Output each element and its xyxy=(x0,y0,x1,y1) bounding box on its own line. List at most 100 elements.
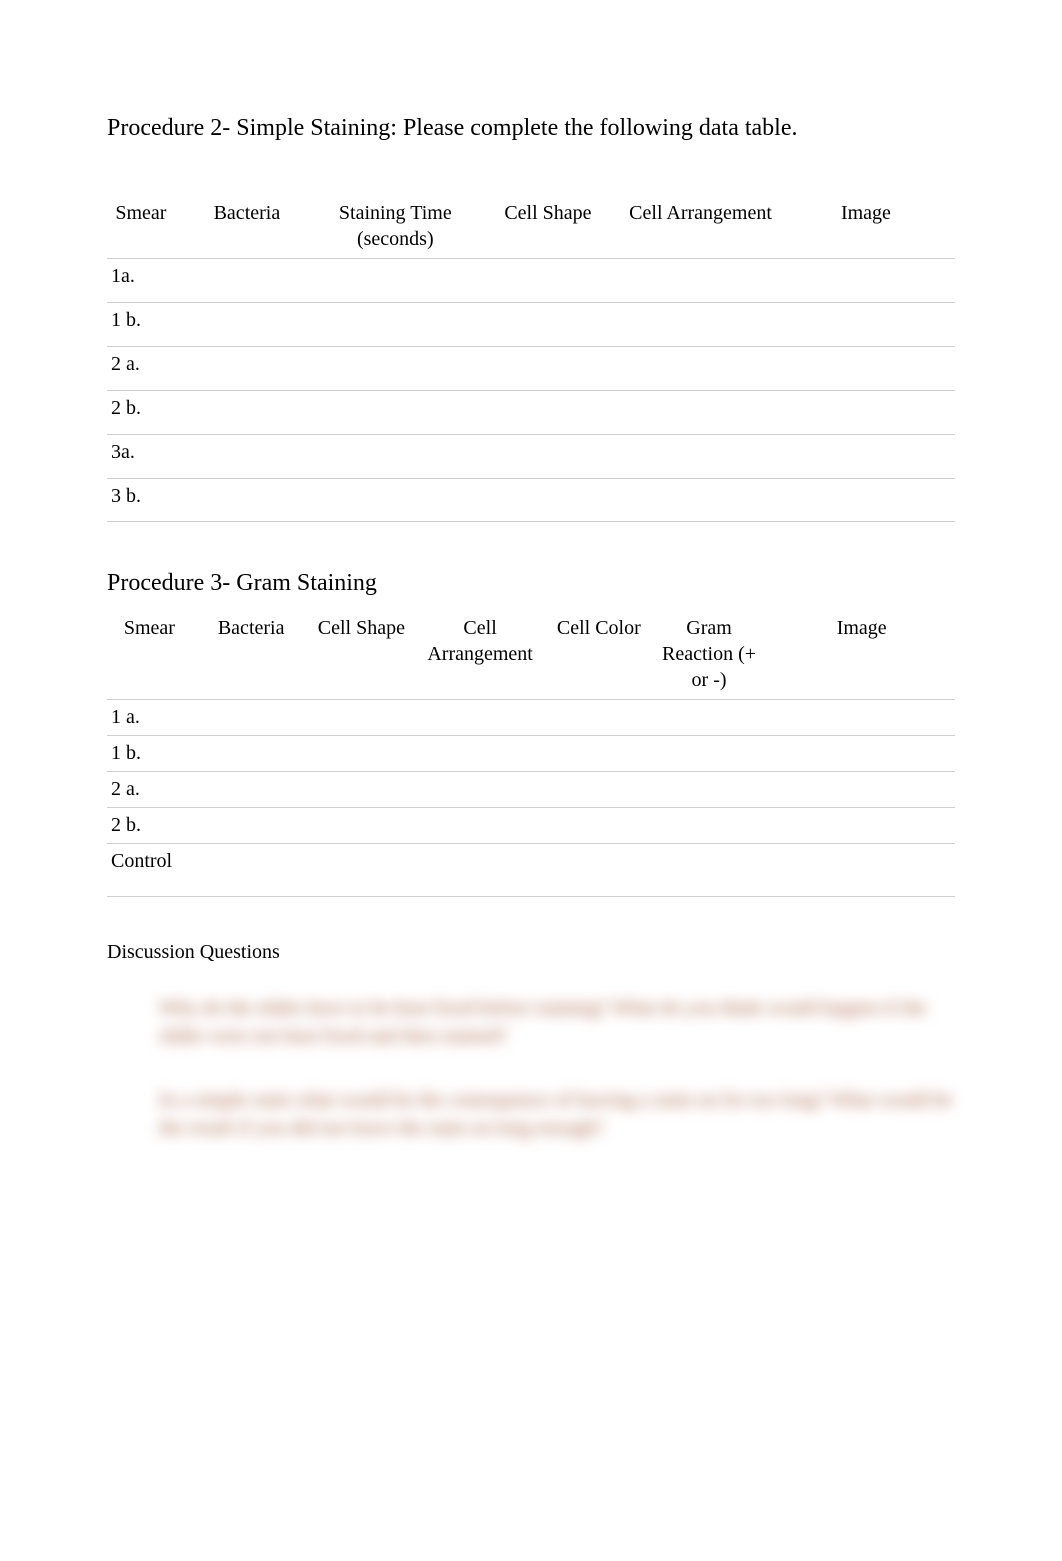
blurred-question-text: Why do the slides have to be heat fixed … xyxy=(159,994,955,1050)
cell-gram xyxy=(650,771,769,807)
col-cell-arrangement: Cell Arrangement xyxy=(624,194,777,258)
cell-image xyxy=(768,771,955,807)
cell-shape xyxy=(472,302,625,346)
col-smear: Smear xyxy=(107,194,175,258)
col-gram-reaction: Gram Reaction (+ or -) xyxy=(650,609,769,699)
cell-smear: 2 a. xyxy=(107,771,192,807)
table-row: 1 b. xyxy=(107,302,955,346)
procedure-2-heading: Procedure 2- Simple Staining: Please com… xyxy=(107,110,955,146)
cell-arrangement xyxy=(412,735,548,771)
table-row: 3a. xyxy=(107,434,955,478)
cell-arrangement xyxy=(412,807,548,843)
cell-gram xyxy=(650,807,769,843)
cell-arrangement xyxy=(624,302,777,346)
cell-arrangement xyxy=(624,390,777,434)
cell-image xyxy=(777,434,955,478)
cell-shape xyxy=(311,807,413,843)
cell-image xyxy=(768,699,955,735)
table-header-row: Smear Bacteria Staining Time (seconds) C… xyxy=(107,194,955,258)
cell-staining-time xyxy=(319,478,472,522)
cell-shape xyxy=(311,735,413,771)
cell-smear: 3 b. xyxy=(107,478,175,522)
table-row: 2 b. xyxy=(107,807,955,843)
cell-gram xyxy=(650,843,769,897)
cell-shape xyxy=(472,258,625,302)
cell-staining-time xyxy=(319,346,472,390)
cell-arrangement xyxy=(624,478,777,522)
cell-bacteria xyxy=(192,735,311,771)
cell-bacteria xyxy=(192,771,311,807)
cell-smear: 3a. xyxy=(107,434,175,478)
blurred-question-text: In a simple stain what would be the cons… xyxy=(159,1086,955,1142)
table-row: 2 a. xyxy=(107,771,955,807)
cell-arrangement xyxy=(412,771,548,807)
cell-shape xyxy=(311,843,413,897)
cell-smear: Control xyxy=(107,843,192,897)
cell-gram xyxy=(650,699,769,735)
cell-image xyxy=(777,390,955,434)
cell-shape xyxy=(472,434,625,478)
table-header-row: Smear Bacteria Cell Shape Cell Arrangeme… xyxy=(107,609,955,699)
cell-color xyxy=(548,807,650,843)
cell-shape xyxy=(311,771,413,807)
col-cell-shape: Cell Shape xyxy=(472,194,625,258)
cell-smear: 1 b. xyxy=(107,735,192,771)
cell-image xyxy=(777,346,955,390)
col-staining-time: Staining Time (seconds) xyxy=(319,194,472,258)
cell-staining-time xyxy=(319,258,472,302)
col-image: Image xyxy=(768,609,955,699)
cell-color xyxy=(548,771,650,807)
cell-gram xyxy=(650,735,769,771)
cell-arrangement xyxy=(624,346,777,390)
cell-bacteria xyxy=(175,346,319,390)
cell-color xyxy=(548,843,650,897)
discussion-question-1: Why do the slides have to be heat fixed … xyxy=(159,994,955,1050)
cell-image xyxy=(768,843,955,897)
col-bacteria: Bacteria xyxy=(175,194,319,258)
cell-smear: 1 a. xyxy=(107,699,192,735)
procedure-3-heading: Procedure 3- Gram Staining xyxy=(107,570,955,597)
cell-bacteria xyxy=(175,390,319,434)
procedure-2-table: Smear Bacteria Staining Time (seconds) C… xyxy=(107,194,955,522)
cell-bacteria xyxy=(175,302,319,346)
cell-image xyxy=(777,258,955,302)
cell-staining-time xyxy=(319,434,472,478)
cell-shape xyxy=(472,478,625,522)
cell-shape xyxy=(472,390,625,434)
discussion-heading: Discussion Questions xyxy=(107,941,955,964)
col-bacteria: Bacteria xyxy=(192,609,311,699)
col-cell-arrangement: Cell Arrangement xyxy=(412,609,548,699)
cell-smear: 1 b. xyxy=(107,302,175,346)
cell-bacteria xyxy=(192,807,311,843)
cell-arrangement xyxy=(412,699,548,735)
table-row: 3 b. xyxy=(107,478,955,522)
col-cell-color: Cell Color xyxy=(548,609,650,699)
cell-staining-time xyxy=(319,302,472,346)
table-row: 2 a. xyxy=(107,346,955,390)
table-row: Control xyxy=(107,843,955,897)
cell-bacteria xyxy=(192,843,311,897)
procedure-3-table: Smear Bacteria Cell Shape Cell Arrangeme… xyxy=(107,609,955,897)
cell-arrangement xyxy=(412,843,548,897)
cell-bacteria xyxy=(175,478,319,522)
cell-arrangement xyxy=(624,258,777,302)
col-smear: Smear xyxy=(107,609,192,699)
cell-image xyxy=(777,478,955,522)
cell-shape xyxy=(472,346,625,390)
table-row: 1 a. xyxy=(107,699,955,735)
cell-color xyxy=(548,699,650,735)
cell-image xyxy=(777,302,955,346)
cell-smear: 2 b. xyxy=(107,390,175,434)
col-cell-shape: Cell Shape xyxy=(311,609,413,699)
cell-color xyxy=(548,735,650,771)
cell-arrangement xyxy=(624,434,777,478)
discussion-question-2: In a simple stain what would be the cons… xyxy=(159,1086,955,1142)
table-row: 2 b. xyxy=(107,390,955,434)
cell-image xyxy=(768,735,955,771)
discussion-questions-list: Why do the slides have to be heat fixed … xyxy=(107,994,955,1142)
cell-bacteria xyxy=(192,699,311,735)
cell-staining-time xyxy=(319,390,472,434)
cell-bacteria xyxy=(175,434,319,478)
table-row: 1 b. xyxy=(107,735,955,771)
cell-smear: 2 a. xyxy=(107,346,175,390)
